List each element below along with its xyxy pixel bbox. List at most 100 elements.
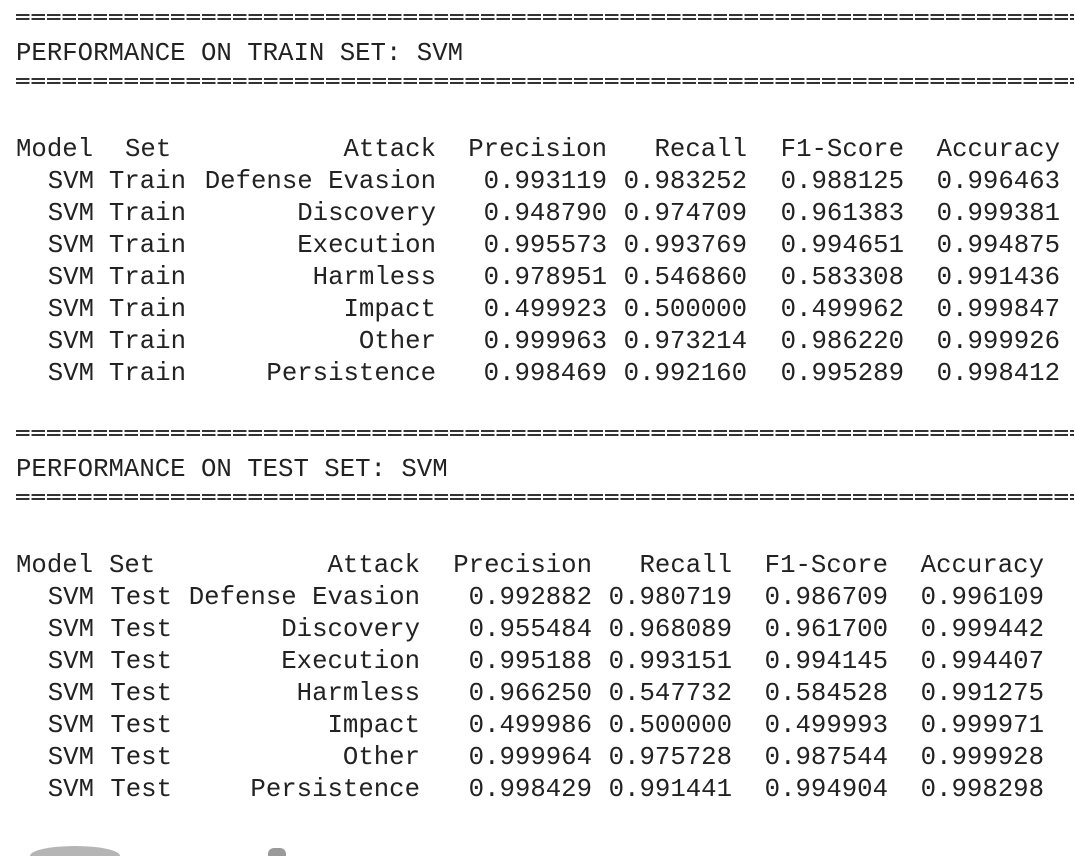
table-cell: 0.499923	[483, 295, 607, 324]
table-cell: SVM	[47, 743, 94, 772]
cropped-text-fragment	[268, 848, 286, 856]
table-cell: 0.999928	[920, 743, 1044, 772]
table-cell: 0.999926	[936, 327, 1060, 356]
column-header: F1-Score	[780, 135, 904, 164]
table-cell: SVM	[47, 231, 94, 260]
table-cell: 0.499993	[764, 711, 888, 740]
table-cell: Other	[342, 743, 420, 772]
table-cell: SVM	[47, 167, 94, 196]
table-cell: 0.993119	[483, 167, 607, 196]
table-cell: Defense Evasion	[188, 583, 420, 612]
table-cell: 0.992160	[623, 359, 747, 388]
table-cell: 0.499962	[780, 295, 904, 324]
table-cell: SVM	[47, 583, 94, 612]
table-cell: 0.995573	[483, 231, 607, 260]
table-cell: Other	[358, 327, 436, 356]
table-cell: SVM	[47, 327, 94, 356]
table-cell: 0.987544	[764, 743, 888, 772]
table-cell: Test	[110, 711, 172, 740]
separator-line	[16, 76, 1074, 87]
separator-line	[16, 12, 1074, 23]
table-cell: Defense Evasion	[204, 167, 436, 196]
table-cell: 0.955484	[468, 615, 592, 644]
table-cell: 0.994407	[920, 647, 1044, 676]
column-header: F1-Score	[764, 551, 888, 580]
table-cell: 0.996109	[920, 583, 1044, 612]
cropped-text-fragment	[30, 846, 120, 856]
column-header: Precision	[453, 551, 592, 580]
table-cell: SVM	[47, 647, 94, 676]
table-cell: 0.961700	[764, 615, 888, 644]
table-cell: Execution	[297, 231, 436, 260]
table-cell: 0.547732	[608, 679, 732, 708]
table-cell: Test	[110, 583, 172, 612]
column-header: Set	[125, 135, 172, 164]
column-header: Precision	[468, 135, 607, 164]
table-cell: 0.999847	[936, 295, 1060, 324]
table-cell: SVM	[47, 263, 94, 292]
column-header: Accuracy	[936, 135, 1060, 164]
table-cell: 0.983252	[623, 167, 747, 196]
column-header: Model	[16, 551, 94, 580]
table-cell: 0.999381	[936, 199, 1060, 228]
table-cell: 0.998298	[920, 775, 1044, 804]
table-cell: SVM	[47, 359, 94, 388]
table-cell: 0.999963	[483, 327, 607, 356]
table-cell: 0.978951	[483, 263, 607, 292]
table-cell: SVM	[47, 295, 94, 324]
table-cell: Discovery	[297, 199, 436, 228]
table-cell: 0.995289	[780, 359, 904, 388]
separator-line	[16, 492, 1074, 503]
table-cell: SVM	[47, 679, 94, 708]
table-cell: Execution	[281, 647, 420, 676]
table-cell: Test	[110, 743, 172, 772]
table-cell: 0.994904	[764, 775, 888, 804]
table-cell: Train	[108, 231, 186, 260]
table-cell: 0.999971	[920, 711, 1044, 740]
table-cell: Train	[108, 167, 186, 196]
table-cell: 0.992882	[468, 583, 592, 612]
table-cell: 0.961383	[780, 199, 904, 228]
table-cell: Train	[108, 199, 186, 228]
table-cell: 0.993769	[623, 231, 747, 260]
table-cell: Train	[108, 327, 186, 356]
table-cell: 0.973214	[623, 327, 747, 356]
table-cell: Harmless	[312, 263, 436, 292]
column-header: Set	[109, 551, 156, 580]
train-heading: PERFORMANCE ON TRAIN SET: SVM	[16, 39, 464, 68]
table-cell: 0.968089	[608, 615, 732, 644]
table-cell: Impact	[343, 295, 437, 324]
table-cell: 0.974709	[623, 199, 747, 228]
table-cell: 0.998412	[936, 359, 1060, 388]
column-header: Accuracy	[920, 551, 1044, 580]
column-header: Recall	[654, 135, 748, 164]
table-cell: SVM	[47, 775, 94, 804]
table-cell: Test	[110, 615, 172, 644]
table-cell: 0.948790	[483, 199, 607, 228]
table-cell: 0.991441	[608, 775, 732, 804]
table-cell: 0.998469	[483, 359, 607, 388]
table-cell: 0.999442	[920, 615, 1044, 644]
table-cell: 0.994651	[780, 231, 904, 260]
column-header: Attack	[343, 135, 437, 164]
table-cell: Persistence	[266, 359, 436, 388]
table-cell: SVM	[47, 711, 94, 740]
column-header: Recall	[639, 551, 733, 580]
column-header: Model	[16, 135, 94, 164]
table-cell: 0.583308	[780, 263, 904, 292]
table-cell: Test	[110, 679, 172, 708]
table-cell: Discovery	[281, 615, 420, 644]
table-cell: Test	[110, 647, 172, 676]
table-cell: 0.584528	[764, 679, 888, 708]
table-cell: 0.966250	[468, 679, 592, 708]
table-cell: 0.994875	[936, 231, 1060, 260]
table-cell: 0.999964	[468, 743, 592, 772]
table-cell: Train	[108, 263, 186, 292]
table-cell: 0.500000	[623, 295, 747, 324]
table-cell: 0.980719	[608, 583, 732, 612]
table-cell: Harmless	[296, 679, 420, 708]
table-cell: 0.996463	[936, 167, 1060, 196]
table-cell: 0.998429	[468, 775, 592, 804]
table-cell: Test	[110, 775, 172, 804]
